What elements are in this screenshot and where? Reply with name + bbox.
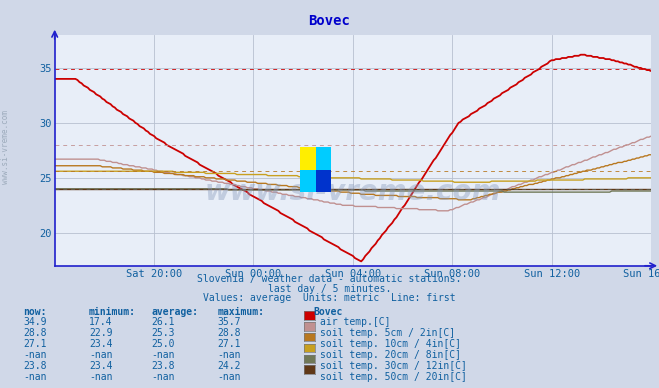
Text: Values: average  Units: metric  Line: first: Values: average Units: metric Line: firs…: [203, 293, 456, 303]
Text: 34.9: 34.9: [23, 317, 47, 327]
Text: 25.0: 25.0: [152, 339, 175, 349]
Text: -nan: -nan: [89, 372, 113, 382]
Text: 24.2: 24.2: [217, 361, 241, 371]
Text: -nan: -nan: [23, 372, 47, 382]
Text: -nan: -nan: [23, 350, 47, 360]
Text: 22.9: 22.9: [89, 328, 113, 338]
Text: -nan: -nan: [217, 350, 241, 360]
Text: last day / 5 minutes.: last day / 5 minutes.: [268, 284, 391, 294]
Bar: [316, 170, 331, 192]
Text: minimum:: minimum:: [89, 307, 136, 317]
Text: www.si-vreme.com: www.si-vreme.com: [205, 178, 501, 206]
Text: 26.1: 26.1: [152, 317, 175, 327]
Text: Slovenia / weather data - automatic stations.: Slovenia / weather data - automatic stat…: [197, 274, 462, 284]
Text: Bovec: Bovec: [308, 14, 351, 28]
Text: soil temp. 50cm / 20in[C]: soil temp. 50cm / 20in[C]: [320, 372, 467, 382]
Text: -nan: -nan: [217, 372, 241, 382]
Text: air temp.[C]: air temp.[C]: [320, 317, 390, 327]
Text: soil temp. 20cm / 8in[C]: soil temp. 20cm / 8in[C]: [320, 350, 461, 360]
Text: Bovec: Bovec: [313, 307, 343, 317]
Text: soil temp. 5cm / 2in[C]: soil temp. 5cm / 2in[C]: [320, 328, 455, 338]
Text: soil temp. 30cm / 12in[C]: soil temp. 30cm / 12in[C]: [320, 361, 467, 371]
Text: average:: average:: [152, 307, 198, 317]
Text: 27.1: 27.1: [217, 339, 241, 349]
Text: maximum:: maximum:: [217, 307, 264, 317]
Text: -nan: -nan: [152, 372, 175, 382]
Text: now:: now:: [23, 307, 47, 317]
Text: -nan: -nan: [89, 350, 113, 360]
Bar: [300, 170, 316, 192]
Text: 23.4: 23.4: [89, 339, 113, 349]
Text: 28.8: 28.8: [217, 328, 241, 338]
Text: 27.1: 27.1: [23, 339, 47, 349]
Bar: [300, 147, 316, 170]
Text: 17.4: 17.4: [89, 317, 113, 327]
Bar: [316, 147, 331, 170]
Text: www.si-vreme.com: www.si-vreme.com: [1, 111, 10, 184]
Text: 23.8: 23.8: [23, 361, 47, 371]
Text: -nan: -nan: [152, 350, 175, 360]
Text: 23.8: 23.8: [152, 361, 175, 371]
Text: 35.7: 35.7: [217, 317, 241, 327]
Text: 28.8: 28.8: [23, 328, 47, 338]
Text: 25.3: 25.3: [152, 328, 175, 338]
Text: soil temp. 10cm / 4in[C]: soil temp. 10cm / 4in[C]: [320, 339, 461, 349]
Text: 23.4: 23.4: [89, 361, 113, 371]
